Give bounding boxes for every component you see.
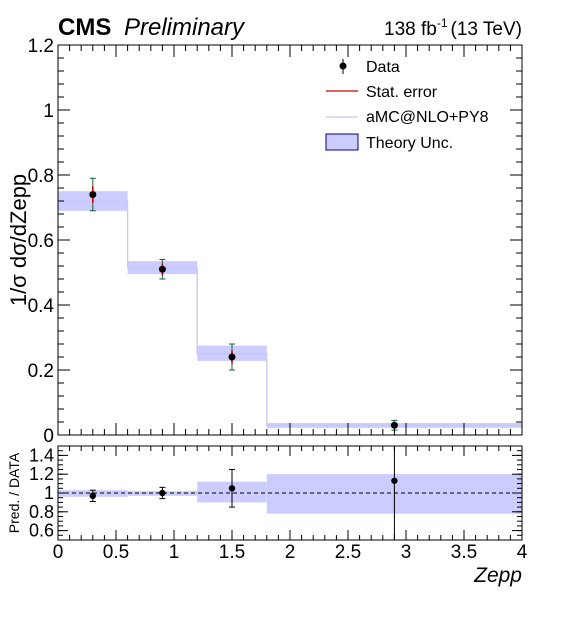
cms-label: CMS (58, 14, 111, 41)
ratio-point (228, 485, 236, 492)
y-tick-label: 0.8 (28, 166, 54, 187)
ratio-point (89, 492, 97, 500)
y-tick-label: 0.4 (28, 296, 55, 317)
ratio-y-axis: 0.60.811.21.4 (29, 445, 522, 541)
data-points (89, 177, 398, 431)
mc-line (58, 200, 522, 426)
mc-histogram (58, 200, 522, 426)
x-tick-label: 3 (401, 542, 412, 563)
legend-theory-label: Theory Unc. (366, 135, 453, 152)
x-tick-label: 0 (53, 542, 64, 563)
y-tick-label: 1.2 (28, 36, 54, 57)
main-panel: 0 0.2 0.4 0.6 0.8 1 1.2 1/σ dσ/dZepp Data Stat… (6, 36, 523, 447)
x-tick-label: 2.5 (335, 542, 361, 563)
y-tick-label: 0 (43, 426, 54, 447)
x-tick-label: 2 (285, 542, 296, 563)
legend: Data Stat. error aMC@NLO+PY8 Theory Unc. (325, 59, 489, 152)
legend-mc-label: aMC@NLO+PY8 (366, 109, 489, 126)
x-tick-label: 3.5 (451, 542, 477, 563)
legend-theory-box (325, 133, 359, 151)
x-tick-label: 0.5 (103, 542, 129, 563)
lumi-label: 138 fb-1 (13 TeV) (384, 16, 522, 40)
x-tick-label: 1 (169, 542, 180, 563)
data-point (228, 353, 236, 361)
ratio-y-tick-label: 0.8 (29, 502, 54, 522)
ratio-point (391, 477, 398, 484)
legend-data-marker (339, 62, 347, 70)
x-axis: 0 0.5 1 1.5 2 2.5 3 3.5 4 (53, 446, 528, 563)
y-tick-label: 0.6 (28, 231, 54, 252)
y-tick-label: 0.2 (28, 361, 54, 382)
ratio-y-tick-label: 1 (44, 483, 54, 503)
y-tick-label: 1 (43, 101, 54, 122)
ratio-y-tick-label: 1.2 (29, 464, 54, 484)
main-x-ticks (57, 45, 523, 435)
data-point (390, 421, 398, 429)
x-tick-label: 1.5 (219, 542, 245, 563)
data-point (89, 191, 97, 198)
main-y-axis: 0 0.2 0.4 0.6 0.8 1 1.2 (28, 36, 522, 447)
ratio-panel: 0.60.811.21.4 0 0.5 1 1.5 2 2.5 3 3.5 4 Pred. / … (6, 445, 528, 587)
legend-stat-label: Stat. error (366, 84, 438, 101)
preliminary-label: Preliminary (124, 14, 246, 41)
data-point (158, 265, 166, 273)
ratio-band (58, 474, 522, 514)
ratio-point (159, 489, 166, 497)
x-axis-label: Zepp (473, 564, 522, 587)
main-y-axis-label: 1/σ dσ/dZepp (6, 174, 31, 306)
x-tick-label: 4 (517, 542, 528, 563)
ratio-points (89, 446, 398, 540)
ratio-y-tick-label: 1.4 (29, 445, 54, 465)
ratio-y-tick-label: 0.6 (29, 521, 54, 541)
ratio-y-axis-label: Pred. / DATA (6, 452, 22, 533)
legend-data-label: Data (366, 59, 400, 76)
